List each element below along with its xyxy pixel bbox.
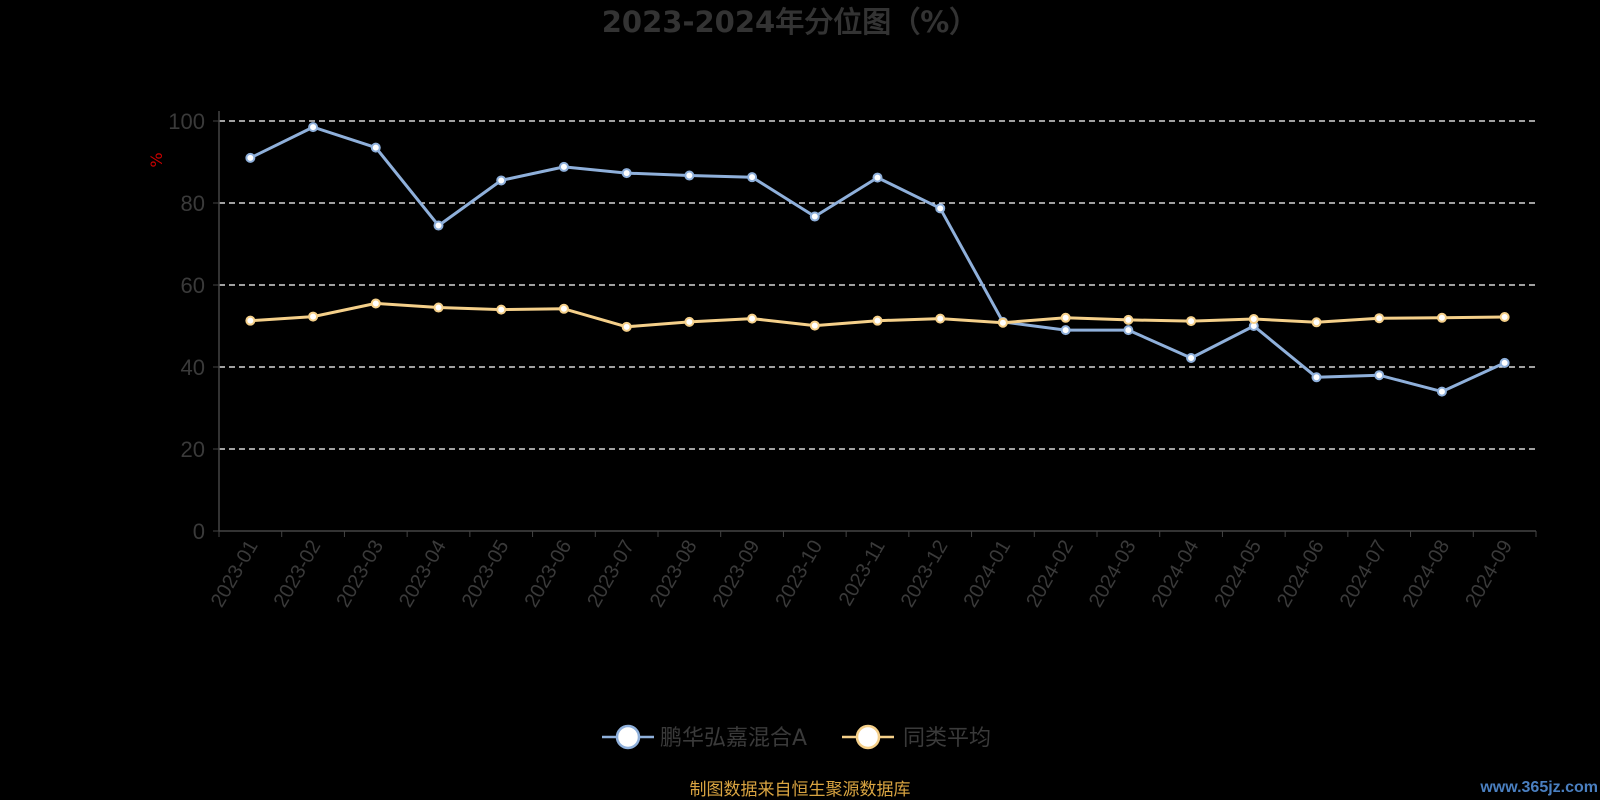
legend-marker — [615, 724, 641, 750]
data-point[interactable] — [1374, 370, 1385, 381]
data-point[interactable] — [684, 316, 695, 327]
data-point[interactable] — [997, 317, 1008, 328]
grid-lines — [219, 120, 1536, 450]
data-point[interactable] — [1248, 314, 1259, 325]
data-point[interactable] — [1311, 372, 1322, 383]
data-point[interactable] — [1060, 325, 1071, 336]
x-tick-label: 2023-04 — [395, 537, 451, 612]
data-point[interactable] — [245, 152, 256, 163]
data-point[interactable] — [1186, 316, 1197, 327]
series-lines — [245, 122, 1510, 397]
data-point[interactable] — [872, 172, 883, 183]
data-point[interactable] — [621, 321, 632, 332]
data-point[interactable] — [433, 302, 444, 313]
x-tick-label: 2024-06 — [1273, 537, 1329, 612]
data-point[interactable] — [245, 315, 256, 326]
y-tick-label: 20 — [181, 437, 205, 462]
x-tick-label: 2024-04 — [1148, 537, 1204, 612]
data-point[interactable] — [1186, 352, 1197, 363]
x-tick-label: 2024-03 — [1085, 537, 1141, 612]
data-point[interactable] — [308, 122, 319, 133]
data-point[interactable] — [809, 211, 820, 222]
x-tick-label: 2023-02 — [270, 537, 326, 612]
series-line-0 — [249, 125, 1506, 394]
data-point[interactable] — [809, 320, 820, 331]
data-point[interactable] — [558, 303, 569, 314]
x-tick-label: 2024-09 — [1461, 537, 1517, 612]
legend[interactable]: 鹏华弘嘉混合A 同类平均 — [602, 724, 991, 751]
legend-label: 鹏华弘嘉混合A — [660, 726, 807, 751]
x-tick-label: 2024-08 — [1399, 537, 1455, 612]
data-point[interactable] — [1060, 312, 1071, 323]
x-tick-label: 2023-07 — [583, 537, 639, 612]
y-axis-label: % — [147, 152, 166, 167]
y-tick-label: 100 — [168, 109, 205, 134]
data-point[interactable] — [370, 142, 381, 153]
watermark: www.365jz.com — [1479, 779, 1598, 796]
x-tick-label: 2023-06 — [521, 537, 577, 612]
data-point[interactable] — [684, 170, 695, 181]
legend-label: 同类平均 — [903, 726, 991, 751]
data-source-note: 制图数据来自恒生聚源数据库 — [690, 780, 911, 800]
y-tick-label: 80 — [181, 191, 205, 216]
legend-item-0[interactable]: 鹏华弘嘉混合A — [602, 724, 807, 751]
data-point[interactable] — [1374, 313, 1385, 324]
data-point[interactable] — [496, 175, 507, 186]
x-tick-label: 2023-08 — [646, 537, 702, 612]
data-point[interactable] — [496, 304, 507, 315]
x-tick-label: 2023-01 — [207, 537, 263, 612]
data-point[interactable] — [1123, 314, 1134, 325]
x-tick-label: 2023-05 — [458, 537, 514, 612]
data-point[interactable] — [308, 311, 319, 322]
y-tick-label: 40 — [181, 355, 205, 380]
x-tick-label: 2024-02 — [1022, 537, 1078, 612]
x-tick-label: 2023-10 — [771, 537, 827, 612]
chart-title: 2023-2024年分位图（%） — [602, 5, 979, 39]
data-point[interactable] — [1123, 325, 1134, 336]
x-tick-label: 2023-03 — [332, 537, 388, 612]
data-point[interactable] — [1436, 386, 1447, 397]
data-point[interactable] — [935, 313, 946, 324]
data-point[interactable] — [558, 161, 569, 172]
x-tick-label: 2024-07 — [1336, 537, 1392, 612]
legend-marker — [855, 724, 881, 750]
x-tick-label: 2024-01 — [960, 537, 1016, 612]
axes: 0 20 40 60 80 100 2023-01 2023-02 2023-03 2023-04… — [168, 109, 1537, 612]
data-point[interactable] — [935, 203, 946, 214]
data-point[interactable] — [1436, 312, 1447, 323]
data-point[interactable] — [747, 172, 758, 183]
y-tick-label: 60 — [181, 273, 205, 298]
data-point[interactable] — [370, 298, 381, 309]
y-tick-label: 0 — [193, 519, 205, 544]
x-tick-label: 2024-05 — [1210, 537, 1266, 612]
x-tick-label: 2023-11 — [835, 537, 890, 610]
data-point[interactable] — [747, 313, 758, 324]
data-point[interactable] — [1499, 357, 1510, 368]
data-point[interactable] — [872, 315, 883, 326]
x-tick-label: 2023-09 — [709, 537, 765, 612]
data-point[interactable] — [1311, 317, 1322, 328]
data-point[interactable] — [433, 220, 444, 231]
x-tick-label: 2023-12 — [897, 537, 953, 612]
data-point[interactable] — [1499, 311, 1510, 322]
legend-item-1[interactable]: 同类平均 — [842, 724, 991, 751]
data-point[interactable] — [621, 168, 632, 179]
